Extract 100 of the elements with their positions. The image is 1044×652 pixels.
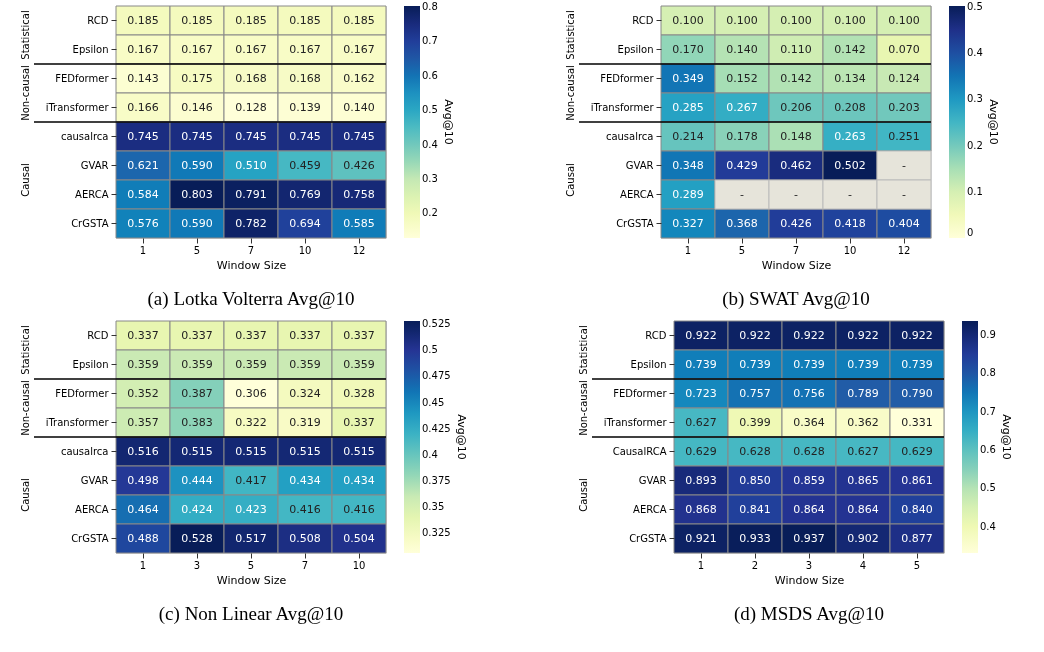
data-label: 0.868 (685, 502, 717, 516)
data-label: 0.517 (235, 531, 267, 545)
data-label: 0.416 (343, 502, 375, 516)
data-label: 0.459 (289, 158, 321, 172)
data-label: 0.206 (780, 100, 812, 114)
data-label: 0.629 (901, 444, 933, 458)
data-label: 0.739 (739, 357, 771, 371)
data-label: 0.331 (901, 415, 933, 429)
data-label: 0.865 (847, 473, 879, 487)
data-label: 0.790 (901, 386, 933, 400)
data-label: 0.528 (181, 531, 213, 545)
color-bar-label: 0.5 (422, 344, 438, 356)
y-tick-label: RCD (645, 329, 667, 341)
text: (d) MSDS Avg@10 (733, 603, 885, 625)
x-tick-label: 2 (751, 559, 759, 571)
data-label: 0.267 (726, 100, 758, 114)
y-tick-label: FEDformer (613, 387, 668, 399)
x-tick-label: 10 (352, 559, 366, 571)
data-label: 0.167 (181, 42, 213, 56)
data-label: 0.337 (343, 328, 375, 342)
data-label: 0.100 (672, 13, 704, 27)
text: Statistical (578, 325, 589, 375)
color-bar-label: 0.4 (422, 448, 438, 460)
data-label: 0.167 (235, 42, 267, 56)
data-label: 0.070 (888, 42, 920, 56)
data-label: 0.416 (289, 502, 321, 516)
data-label: 0.134 (834, 71, 866, 85)
x-tick-label: 5 (247, 559, 255, 571)
data-label: 0.359 (127, 357, 159, 371)
data-label: 0.124 (888, 71, 920, 85)
data-label: 0.175 (181, 71, 213, 85)
data-label: 0.399 (739, 415, 771, 429)
data-label: 0.319 (289, 415, 321, 429)
x-tick-label: 5 (193, 244, 201, 256)
x-tick-label: 7 (301, 559, 309, 571)
y-tick-label: GVAR (638, 474, 667, 486)
data-label: 0.590 (181, 158, 213, 172)
data-label: 0.143 (127, 71, 159, 85)
data-label: 0.515 (289, 444, 321, 458)
x-axis-title: Window Size (216, 258, 287, 272)
color-bar-label: 0.3 (967, 93, 983, 105)
data-label: 0.208 (834, 100, 866, 114)
data-label: 0.864 (847, 502, 879, 516)
data-label: 0.628 (739, 444, 771, 458)
y-tick-label: causalrca (605, 130, 654, 142)
data-label: 0.167 (289, 42, 321, 56)
text: - (740, 187, 744, 201)
data-label: 0.515 (343, 444, 375, 458)
data-label: 0.850 (739, 473, 771, 487)
data-label: 0.502 (834, 158, 866, 172)
text: (c) Non Linear Avg@10 (158, 603, 344, 625)
y-tick-label: GVAR (80, 474, 109, 486)
text: (b) SWAT Avg@10 (722, 288, 870, 310)
x-tick-label: 4 (859, 559, 867, 571)
y-tick-label: AERCA (620, 188, 654, 200)
data-label: 0.214 (672, 129, 704, 143)
data-label: 0.178 (726, 129, 758, 143)
text: - (902, 187, 906, 201)
data-label: 0.263 (834, 129, 866, 143)
y-tick-label: AERCA (633, 503, 667, 515)
data-label: 0.745 (127, 129, 159, 143)
x-tick-label: 5 (913, 559, 921, 571)
data-label: 0.110 (780, 42, 812, 56)
color-bar-label: 0.3 (422, 172, 438, 184)
color-bar-label: 0.5 (422, 104, 438, 116)
data-label: 0.782 (235, 216, 267, 230)
color-bar-label: 0.4 (967, 47, 983, 59)
text: - (848, 187, 852, 201)
data-label: 0.362 (847, 415, 879, 429)
data-label: 0.739 (901, 357, 933, 371)
y-tick-label: Epsilon (630, 358, 667, 370)
x-tick-label: 1 (697, 559, 705, 571)
x-tick-label: 7 (792, 244, 800, 256)
color-bar-title: Avg@10 (442, 99, 455, 145)
data-label: 0.922 (847, 328, 879, 342)
data-label: 0.142 (780, 71, 812, 85)
text: Causal (578, 478, 589, 512)
color-bar-label: 0.9 (980, 329, 996, 341)
text: (a) Lotka Volterra Avg@10 (147, 288, 355, 310)
y-tick-label: GVAR (80, 159, 109, 171)
data-label: 0.859 (793, 473, 825, 487)
data-label: 0.893 (685, 473, 717, 487)
text: Statistical (565, 10, 576, 60)
text: Causal (20, 163, 31, 197)
data-label: 0.756 (793, 386, 825, 400)
y-tick-label: FEDformer (55, 387, 110, 399)
y-tick-label: iTransformer (45, 416, 110, 428)
color-bar-label: 0.2 (422, 207, 438, 219)
data-label: 0.203 (888, 100, 920, 114)
color-bar-label: 0.4 (422, 138, 438, 150)
data-label: 0.140 (726, 42, 758, 56)
x-axis-title: Window Size (761, 258, 832, 272)
x-tick-label: 1 (139, 559, 147, 571)
data-label: 0.424 (181, 502, 213, 516)
data-label: 0.185 (181, 13, 213, 27)
data-label: 0.627 (685, 415, 717, 429)
data-label: 0.739 (685, 357, 717, 371)
data-label: 0.166 (127, 100, 159, 114)
text: - (794, 187, 798, 201)
x-tick-label: 7 (247, 244, 255, 256)
